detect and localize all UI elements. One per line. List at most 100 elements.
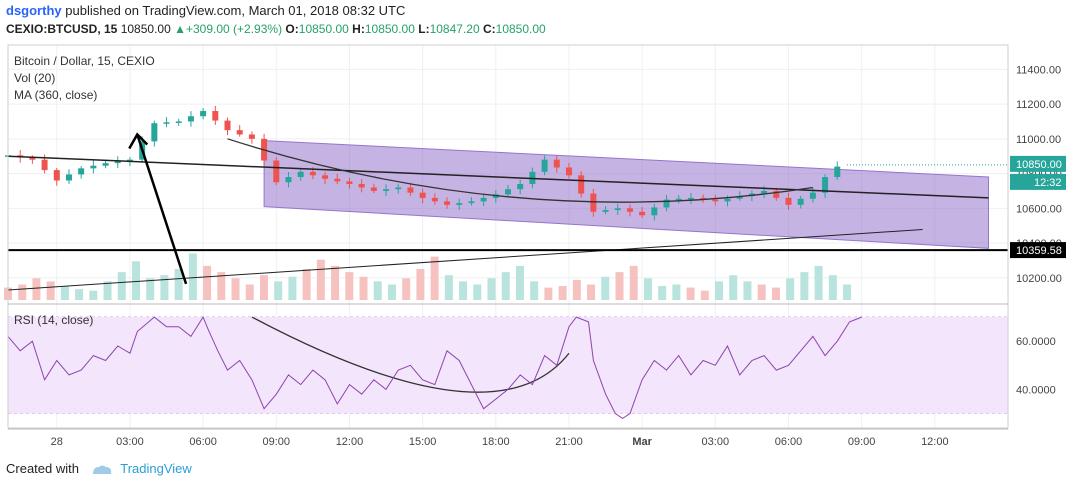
- volume-bar: [203, 265, 212, 300]
- volume-bars: [4, 253, 852, 300]
- symbol-label: CEXIO:BTCUSD, 15: [6, 22, 118, 36]
- volume-bar: [288, 276, 297, 300]
- candle-body: [614, 208, 621, 211]
- volume-bar: [757, 284, 766, 300]
- volume-bar: [345, 272, 354, 300]
- candle-body: [102, 163, 109, 166]
- volume-bar: [402, 278, 411, 300]
- volume-bar: [103, 281, 112, 300]
- volume-bar: [373, 281, 382, 300]
- candle-body: [456, 203, 463, 205]
- candle-body: [675, 198, 682, 201]
- rsi-tick-label: 60.0000: [1016, 336, 1056, 348]
- volume-bar: [643, 278, 652, 300]
- volume-bar: [843, 284, 852, 300]
- time-tick-label: 12:00: [336, 436, 364, 448]
- volume-bar: [160, 275, 169, 300]
- volume-bar: [629, 265, 638, 300]
- volume-bar: [615, 272, 624, 300]
- last-price-badge: [1010, 155, 1066, 172]
- volume-bar: [658, 286, 667, 300]
- open-label: O:: [285, 22, 299, 36]
- time-tick-label: 09:00: [263, 436, 291, 448]
- candle-body: [822, 177, 829, 193]
- candle-body: [334, 178, 341, 182]
- candle-body: [724, 198, 731, 202]
- volume-bar: [515, 265, 524, 300]
- price-tick-label: 10600.00: [1016, 203, 1062, 215]
- candle-body: [419, 192, 426, 198]
- candle-body: [834, 166, 841, 178]
- author-name[interactable]: dsgorthy: [6, 3, 62, 18]
- candle-body: [602, 210, 609, 212]
- created-with-text: Created with: [6, 461, 79, 476]
- candle-body: [65, 174, 72, 181]
- volume-bar: [387, 284, 396, 300]
- candle-body: [273, 160, 280, 183]
- volume-bar: [331, 265, 340, 300]
- time-tick-label: 12:00: [921, 436, 949, 448]
- candle-body: [407, 187, 414, 193]
- volume-bar: [416, 269, 425, 300]
- volume-bar: [245, 284, 254, 300]
- axes: 11400.0011200.0011000.0010800.0010600.00…: [7, 44, 1062, 448]
- volume-bar: [75, 289, 84, 300]
- volume-bar: [487, 278, 496, 300]
- open-value: 10850.00: [298, 22, 349, 36]
- candle-body: [809, 192, 816, 199]
- volume-bar: [359, 276, 368, 300]
- change-value: +309.00 (+2.93%): [186, 22, 283, 36]
- volume-bar: [473, 284, 482, 300]
- time-tick-label: 15:00: [409, 436, 437, 448]
- tradingview-link[interactable]: TradingView: [120, 461, 192, 476]
- candle-body: [444, 201, 451, 205]
- close-label: C:: [482, 22, 496, 36]
- candle-body: [736, 196, 743, 199]
- descending-channel[interactable]: [263, 140, 989, 249]
- candle-body: [90, 165, 97, 169]
- candle-body: [212, 111, 219, 121]
- high-label: H:: [352, 22, 365, 36]
- candle-body: [236, 130, 243, 135]
- time-tick-label: Mar: [632, 436, 652, 448]
- rsi-arc: [251, 316, 570, 393]
- plot-frame: [7, 44, 1009, 429]
- volume-bar: [302, 269, 311, 300]
- candle-body: [114, 161, 121, 164]
- candle-body: [175, 121, 182, 123]
- legend-ma: MA (360, close): [14, 88, 97, 102]
- volume-bar: [316, 259, 325, 300]
- volume-bar: [188, 253, 197, 300]
- volume-bar: [544, 287, 553, 300]
- volume-bar: [60, 286, 69, 300]
- candle-body: [565, 167, 572, 176]
- volume-bar: [430, 256, 439, 300]
- volume-bar: [459, 281, 468, 300]
- candle-body: [663, 199, 670, 208]
- volume-bar: [32, 278, 41, 300]
- time-tick-label: 18:00: [482, 436, 510, 448]
- time-tick-label: 28: [51, 436, 63, 448]
- volume-bar: [729, 275, 738, 300]
- high-value: 10850.00: [364, 22, 415, 36]
- change-up-icon: ▲: [174, 22, 186, 36]
- legend-title: Bitcoin / Dollar, 15, CEXIO: [14, 54, 155, 68]
- candle-body: [773, 190, 780, 198]
- volume-bar: [174, 269, 183, 300]
- candle-body: [285, 177, 292, 183]
- volume-bar: [444, 275, 453, 300]
- candle-body: [578, 175, 585, 194]
- volume-bar: [530, 281, 539, 300]
- drawing-annotations[interactable]: [7, 132, 1008, 393]
- volume-bar: [700, 290, 709, 300]
- candle-body: [187, 116, 194, 122]
- candle-body: [248, 134, 255, 139]
- candle-body: [322, 175, 329, 179]
- price-tick-label: 11000.00: [1016, 134, 1061, 146]
- candle-body: [639, 211, 646, 216]
- candle-body: [78, 168, 85, 175]
- volume-bar: [672, 284, 681, 300]
- last-price-text: 10850.00: [1016, 159, 1062, 171]
- countdown-text: 12:32: [1034, 177, 1062, 189]
